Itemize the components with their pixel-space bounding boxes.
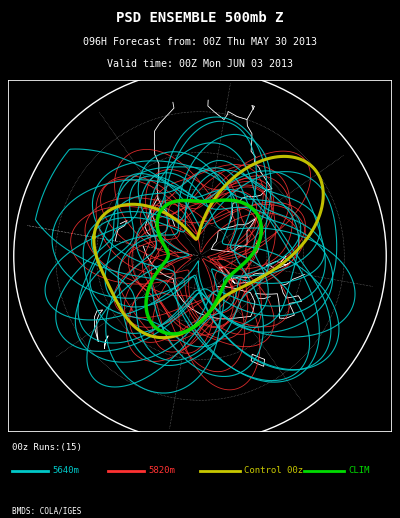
Text: CLIM: CLIM <box>348 466 370 475</box>
Text: 096H Forecast from: 00Z Thu MAY 30 2013: 096H Forecast from: 00Z Thu MAY 30 2013 <box>83 37 317 47</box>
Text: PSD ENSEMBLE 500mb Z: PSD ENSEMBLE 500mb Z <box>116 10 284 24</box>
Text: Valid time: 00Z Mon JUN 03 2013: Valid time: 00Z Mon JUN 03 2013 <box>107 59 293 69</box>
Text: BMDS: COLA/IGES: BMDS: COLA/IGES <box>12 507 81 515</box>
Text: Control 00z: Control 00z <box>244 466 303 475</box>
Text: 5640m: 5640m <box>52 466 79 475</box>
Text: 00z Runs:(15): 00z Runs:(15) <box>12 443 82 452</box>
Text: 5820m: 5820m <box>148 466 175 475</box>
